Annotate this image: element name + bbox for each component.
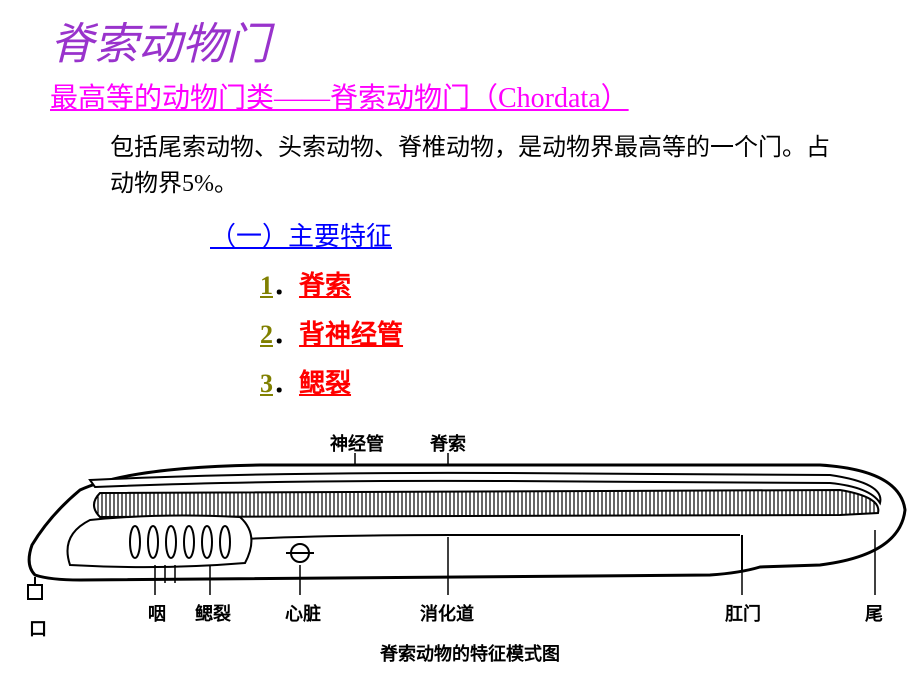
intro-paragraph: 包括尾索动物、头索动物、脊椎动物，是动物界最高等的一个门。占动物界5%。 bbox=[0, 116, 920, 202]
diagram-label-digestive-tract: 消化道 bbox=[420, 600, 474, 626]
feature-item: 1．脊索 bbox=[260, 259, 920, 308]
feature-item: 2．背神经管 bbox=[260, 308, 920, 357]
feature-number: 3 bbox=[260, 369, 273, 398]
feature-dot: ． bbox=[273, 271, 299, 300]
diagram-label-mouth: 口 bbox=[29, 615, 47, 641]
section-text: （一）主要特征 bbox=[210, 222, 392, 251]
feature-list: 1．脊索 2．背神经管 3．鳃裂 bbox=[0, 253, 920, 406]
feature-dot: ． bbox=[273, 320, 299, 349]
page-title: 脊索动物门 bbox=[0, 0, 920, 72]
feature-number: 2 bbox=[260, 320, 273, 349]
section-heading: （一）主要特征 bbox=[0, 202, 920, 253]
feature-number: 1 bbox=[260, 271, 273, 300]
diagram-label-anus: 肛门 bbox=[725, 600, 761, 626]
diagram-label-pharynx: 咽 bbox=[148, 600, 166, 626]
diagram-caption: 脊索动物的特征模式图 bbox=[380, 640, 560, 666]
diagram-label-tail: 尾 bbox=[865, 600, 883, 626]
feature-item: 3．鳃裂 bbox=[260, 357, 920, 406]
feature-label: 脊索 bbox=[299, 271, 351, 300]
feature-label: 鳃裂 bbox=[299, 369, 351, 398]
page-subtitle: 最高等的动物门类——脊索动物门（Chordata） bbox=[0, 72, 920, 116]
title-text: 脊索动物门 bbox=[50, 20, 270, 69]
diagram-label-gill-slit: 鳃裂 bbox=[195, 600, 231, 626]
subtitle-text: 最高等的动物门类——脊索动物门（Chordata） bbox=[50, 83, 629, 114]
chordate-diagram: 神经管 脊索 bbox=[0, 430, 920, 670]
feature-dot: ． bbox=[273, 369, 299, 398]
diagram-label-heart: 心脏 bbox=[285, 600, 321, 626]
body-text: 包括尾索动物、头索动物、脊椎动物，是动物界最高等的一个门。占动物界5%。 bbox=[110, 135, 830, 197]
feature-label: 背神经管 bbox=[299, 320, 403, 349]
